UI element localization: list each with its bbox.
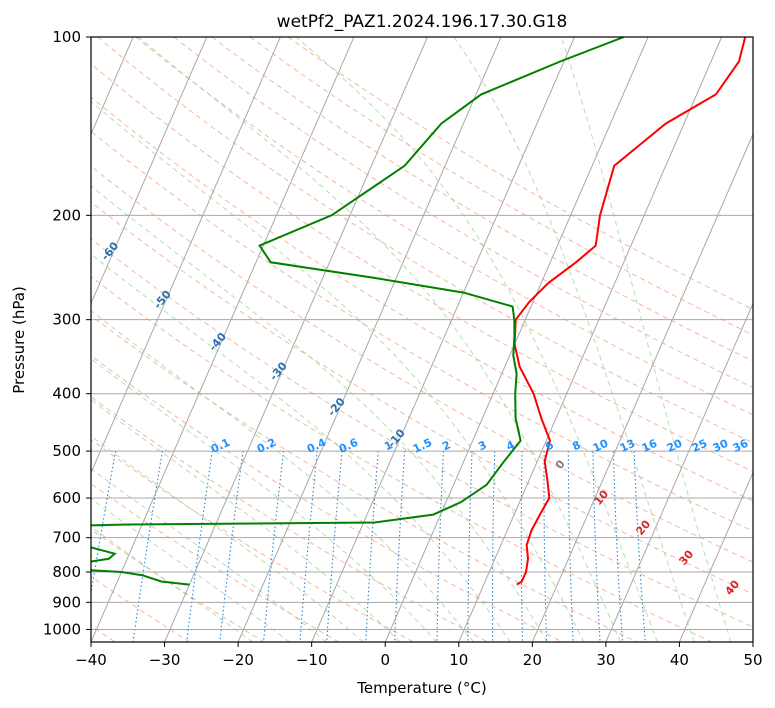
x-axis-title: Temperature (°C) xyxy=(356,679,486,697)
x-tick-label: 0 xyxy=(380,651,390,669)
moist-adiabat-line xyxy=(453,37,695,642)
moist-adiabat-line xyxy=(138,37,622,642)
isotherm-line xyxy=(91,37,281,474)
mixing-ratio-label: 20 xyxy=(665,437,685,455)
x-tick-label: −40 xyxy=(75,651,107,669)
isotherm-line xyxy=(752,640,753,642)
mixing-ratio-line xyxy=(520,451,524,642)
mixing-ratio-line xyxy=(543,451,548,642)
dry-adiabat-line xyxy=(91,96,753,502)
x-tick-label: 10 xyxy=(449,651,468,669)
isotherm-line xyxy=(678,471,753,642)
dry-adiabat-line xyxy=(91,314,639,642)
mixing-ratio-line xyxy=(299,451,318,642)
isotherm-line xyxy=(384,37,649,642)
plot-background xyxy=(91,37,753,642)
isotherm-line xyxy=(311,37,576,642)
y-tick-label: 900 xyxy=(52,593,81,611)
y-tick-label: 200 xyxy=(52,206,81,224)
dry-adiabat-line xyxy=(91,63,753,473)
moist-adiabat-line xyxy=(91,399,401,642)
moist-adiabat-line xyxy=(91,100,585,642)
mixing-ratio-label: 13 xyxy=(618,437,637,455)
x-tick-label: 40 xyxy=(670,651,689,669)
isotherm-line xyxy=(458,37,723,642)
mixing-ratio-line xyxy=(467,451,473,642)
dry-adiabat-line xyxy=(91,130,753,532)
mixing-ratio-line xyxy=(262,451,285,642)
chart-title: wetPf2_PAZ1.2024.196.17.30.G18 xyxy=(277,12,568,32)
profile-lines xyxy=(91,37,747,586)
dry-adiabat-line xyxy=(91,165,753,563)
x-tick-label: 50 xyxy=(743,651,762,669)
isotherm-line xyxy=(0,37,60,642)
moist-adiabat-line xyxy=(91,310,474,642)
grid-lines xyxy=(0,37,753,642)
isotherm-line xyxy=(237,37,502,642)
mixing-ratio-line xyxy=(394,451,406,642)
moist-adiabat-line xyxy=(91,526,254,642)
isotherm-line xyxy=(91,37,208,305)
profile-line xyxy=(91,37,625,586)
mixing-ratio-line xyxy=(612,451,624,642)
mixing-ratio-label: 16 xyxy=(640,437,660,455)
isotherm-line xyxy=(605,302,753,642)
mixing-ratio-label: 30 xyxy=(711,437,731,455)
isotherm-line xyxy=(164,37,428,642)
x-tick-label: −30 xyxy=(149,651,181,669)
dry-adiabat-line xyxy=(287,37,753,311)
dry-adiabat-line xyxy=(135,37,753,416)
moist-adiabat-line xyxy=(91,358,438,642)
mixing-ratio-line xyxy=(436,451,445,642)
dry-adiabat-line xyxy=(211,37,753,362)
y-tick-label: 400 xyxy=(52,385,81,403)
y-axis-ticks: 100 200 300 400 500 600 700 800 900 1000 xyxy=(43,28,91,638)
x-axis-ticks: −40 −30 −20 −10 0 10 20 30 40 50 xyxy=(75,642,763,669)
dry-adiabat-line xyxy=(173,37,753,389)
y-axis-title: Pressure (hPa) xyxy=(10,286,28,394)
x-tick-label: −10 xyxy=(296,651,328,669)
mixing-ratio-line xyxy=(326,451,343,642)
mixing-ratio-label: 10 xyxy=(591,437,611,455)
dry-adiabat-line xyxy=(91,483,340,642)
mixing-ratio-label: 25 xyxy=(690,437,709,455)
moist-adiabat-line xyxy=(91,498,290,642)
moist-adiabat-line xyxy=(91,185,548,642)
x-tick-label: 30 xyxy=(596,651,615,669)
y-tick-label: 800 xyxy=(52,563,81,581)
mixing-ratio-line xyxy=(132,451,163,642)
y-tick-label: 1000 xyxy=(43,620,81,638)
isotherm-line xyxy=(91,37,355,642)
dry-adiabat-line xyxy=(91,396,490,642)
dry-adiabat-line xyxy=(97,37,753,444)
dry-adiabat-line xyxy=(91,528,266,642)
mixing-ratio-line xyxy=(567,451,574,642)
x-tick-label: 20 xyxy=(523,651,542,669)
profile-line xyxy=(513,37,747,586)
x-tick-label: −20 xyxy=(222,651,254,669)
mixing-ratio-label: 36 xyxy=(731,437,751,455)
mixing-ratio-line xyxy=(592,451,601,642)
y-tick-label: 700 xyxy=(52,529,81,547)
moist-adiabat-line xyxy=(295,37,658,642)
dry-adiabat-line xyxy=(91,238,753,628)
y-tick-label: 500 xyxy=(52,442,81,460)
dry-adiabat-line xyxy=(91,275,713,642)
y-tick-label: 300 xyxy=(52,311,81,329)
y-tick-label: 600 xyxy=(52,489,81,507)
isotherm-line xyxy=(531,132,753,642)
plot-frame xyxy=(90,36,754,643)
y-tick-label: 100 xyxy=(52,28,81,46)
mixing-ratio-line xyxy=(219,451,244,642)
moist-adiabat-line xyxy=(91,468,327,642)
moist-adiabat-line xyxy=(91,435,364,642)
mixing-ratio-line xyxy=(186,451,213,642)
mixing-ratio-line xyxy=(365,451,379,642)
